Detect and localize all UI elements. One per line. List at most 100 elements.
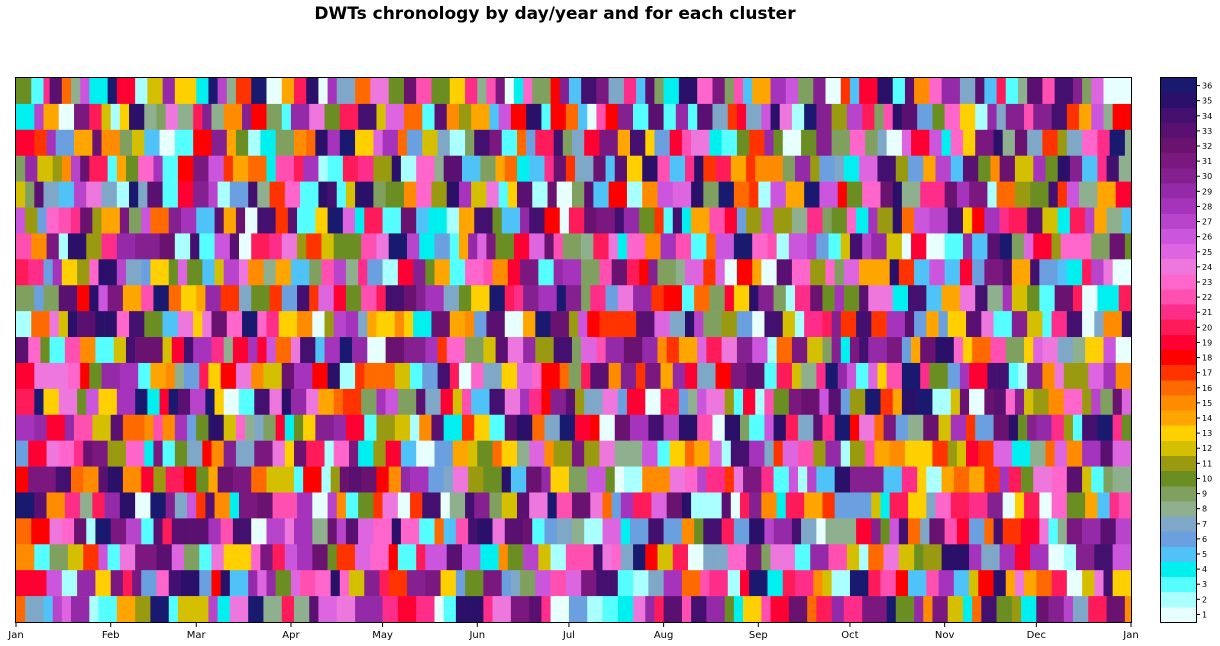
heatmap-cell <box>458 207 475 234</box>
heatmap-cell <box>1042 311 1052 338</box>
heatmap-cell <box>849 388 866 416</box>
heatmap-cell <box>1066 570 1083 597</box>
heatmap-cell <box>1072 414 1083 441</box>
heatmap-cell <box>516 440 530 467</box>
heatmap-cell <box>553 259 564 286</box>
heatmap-cell <box>504 311 524 338</box>
heatmap-cell <box>721 440 732 467</box>
heatmap-cell <box>523 285 539 312</box>
heatmap-cell <box>135 337 151 364</box>
heatmap-cell <box>46 207 60 234</box>
heatmap-cell <box>727 544 747 571</box>
heatmap-cell <box>703 155 716 182</box>
heatmap-cell <box>43 259 53 286</box>
heatmap-cell <box>458 181 472 208</box>
heatmap-cell <box>825 518 842 545</box>
heatmap-cell <box>966 414 976 441</box>
heatmap-cell <box>959 362 970 390</box>
heatmap-cell <box>605 466 616 493</box>
heatmap-cell <box>739 570 750 597</box>
heatmap-cell <box>678 78 698 105</box>
heatmap-cell <box>898 492 909 519</box>
heatmap-cell <box>712 103 729 131</box>
heatmap-cell <box>300 337 316 364</box>
heatmap-cell <box>223 337 234 364</box>
heatmap-cell <box>736 129 750 157</box>
heatmap-cell <box>312 492 328 519</box>
heatmap-cell <box>135 492 151 519</box>
heatmap-cell <box>761 207 774 234</box>
heatmap-cell <box>397 596 417 623</box>
heatmap-cell <box>507 259 521 286</box>
heatmap-cell <box>651 492 667 519</box>
heatmap-cell <box>718 544 729 571</box>
heatmap-cell <box>587 311 600 338</box>
heatmap-cell <box>773 466 790 493</box>
heatmap-cell <box>431 414 444 441</box>
heatmap-cell <box>345 181 356 208</box>
heatmap-cell <box>724 388 735 416</box>
heatmap-cell <box>101 362 121 390</box>
heatmap-cell <box>214 492 231 519</box>
heatmap-cell <box>532 414 545 441</box>
heatmap-cell <box>382 492 399 519</box>
heatmap-cell <box>770 155 784 182</box>
heatmap-cell <box>168 207 182 234</box>
heatmap-cell <box>914 259 930 286</box>
heatmap-cell <box>260 129 276 157</box>
heatmap-cell <box>303 155 319 182</box>
heatmap-cell <box>791 362 802 390</box>
heatmap-cell <box>782 440 799 467</box>
heatmap-cell <box>691 596 707 623</box>
heatmap-cell <box>1082 570 1095 597</box>
heatmap-cell <box>46 570 63 597</box>
heatmap-cell <box>43 78 50 105</box>
heatmap-cell <box>553 129 564 157</box>
heatmap-cell <box>330 466 341 493</box>
heatmap-cell <box>263 259 276 286</box>
heatmap-cell <box>663 207 674 234</box>
heatmap-cell <box>141 207 151 234</box>
heatmap-cell <box>840 337 851 364</box>
heatmap-cell <box>1109 492 1120 519</box>
heatmap-cell <box>1079 181 1098 208</box>
heatmap-cell <box>663 78 680 105</box>
heatmap-cell <box>92 207 102 234</box>
heatmap-cell <box>571 337 582 364</box>
heatmap-cell <box>975 103 988 131</box>
heatmap-cell <box>177 181 194 208</box>
heatmap-cell <box>324 337 341 364</box>
heatmap-cell <box>61 78 72 105</box>
heatmap-cell <box>788 233 808 260</box>
heatmap-cell <box>981 596 997 623</box>
colorbar-tick-label: 2 <box>1202 595 1207 604</box>
heatmap-cell <box>1121 207 1132 234</box>
heatmap-cell <box>257 207 276 234</box>
heatmap-cell <box>434 259 451 286</box>
heatmap-cell <box>416 337 426 364</box>
heatmap-cell <box>336 78 356 105</box>
heatmap-cell <box>107 285 124 312</box>
heatmap-cell <box>975 285 988 312</box>
heatmap-cell <box>504 78 515 105</box>
heatmap-cell <box>202 440 212 467</box>
heatmap-cell <box>926 233 945 260</box>
heatmap-cell <box>663 596 683 623</box>
heatmap-cell <box>978 570 994 597</box>
heatmap-cell <box>1011 285 1028 312</box>
heatmap-cell <box>1069 155 1083 182</box>
heatmap-cell <box>223 155 234 182</box>
colorbar-tick-label: 1 <box>1202 610 1207 619</box>
heatmap-cell <box>269 233 283 260</box>
heatmap-cell <box>739 492 750 519</box>
heatmap-cell <box>1002 492 1016 519</box>
heatmap-cell <box>388 570 408 597</box>
heatmap-cell <box>654 207 664 234</box>
heatmap-cell <box>1082 259 1092 286</box>
heatmap-cell <box>92 440 108 467</box>
heatmap-cell <box>993 388 1007 416</box>
heatmap-cell <box>849 414 860 441</box>
heatmap-cell <box>263 414 276 441</box>
heatmap-cell <box>465 78 478 105</box>
heatmap-cell <box>196 466 209 493</box>
